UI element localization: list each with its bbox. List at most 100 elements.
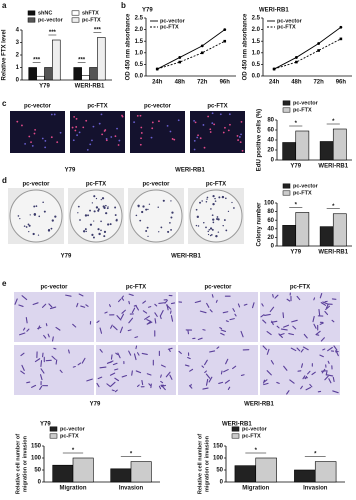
colony	[207, 233, 210, 236]
marker	[178, 56, 182, 59]
cell	[300, 348, 304, 353]
image-label: pc-vector	[142, 182, 170, 188]
cell	[170, 315, 174, 322]
x-tick-label: 48h	[291, 80, 302, 86]
cell	[34, 358, 41, 363]
cell	[279, 333, 285, 336]
micrograph	[190, 111, 245, 153]
legend-label: pc-vector	[293, 100, 319, 106]
cell	[170, 302, 176, 305]
bar	[110, 468, 132, 483]
cell	[283, 365, 288, 371]
cell	[166, 124, 169, 127]
x-tick-label: 72h	[313, 80, 324, 86]
cell	[135, 345, 138, 350]
line	[157, 29, 226, 70]
cell	[220, 332, 225, 336]
group-label: WERI-RB1	[175, 168, 205, 174]
cell	[50, 113, 53, 116]
colony	[212, 218, 215, 221]
colony	[199, 201, 202, 204]
cell	[208, 376, 213, 383]
micrograph	[260, 292, 340, 342]
cell	[289, 379, 295, 384]
colony	[102, 205, 105, 208]
cell	[89, 143, 92, 146]
cell	[283, 324, 290, 328]
y-tick-label: 50	[34, 468, 41, 474]
cell	[114, 135, 117, 138]
cell	[237, 303, 241, 308]
cell	[139, 114, 142, 117]
cell	[319, 354, 324, 358]
cell	[223, 369, 229, 373]
cell	[197, 134, 199, 137]
cell	[105, 139, 108, 142]
cell	[73, 115, 76, 118]
cell	[232, 365, 237, 370]
cell	[154, 318, 157, 324]
cell	[225, 320, 229, 323]
legend-label: pc-FTX	[242, 433, 261, 439]
group-label: WERI-RB1	[171, 254, 201, 260]
colony	[98, 232, 101, 236]
y-axis-label: Colony number	[257, 202, 263, 247]
cell	[160, 380, 164, 384]
cell	[280, 328, 288, 331]
colony	[93, 195, 96, 198]
cell	[97, 376, 103, 380]
legend-label: pc-vector	[160, 18, 186, 24]
cell	[86, 378, 93, 382]
cell	[282, 312, 285, 319]
cell	[137, 384, 140, 388]
micrograph	[8, 188, 64, 244]
image	[96, 292, 176, 342]
cell	[262, 345, 268, 351]
cell	[85, 119, 88, 122]
image-label: pc-vector	[204, 285, 232, 291]
cell	[333, 345, 338, 351]
x-tick-label: WERI-RB1	[318, 164, 348, 170]
colony	[169, 221, 171, 224]
cell	[74, 129, 77, 132]
y-axis-label: Relative cell number of	[15, 434, 21, 494]
marker	[339, 37, 343, 41]
cell	[241, 149, 244, 152]
colony	[89, 223, 93, 226]
cell	[332, 390, 339, 394]
y-axis-label: EdU positive cells (%)	[257, 109, 263, 171]
cell	[34, 128, 37, 131]
cell	[204, 370, 207, 374]
colony	[212, 221, 215, 224]
cell	[33, 132, 36, 135]
cell	[117, 352, 121, 359]
colony	[205, 226, 207, 229]
cell	[302, 346, 309, 351]
micrograph	[96, 292, 176, 342]
cell	[55, 326, 61, 331]
micrograph	[10, 111, 65, 153]
cell	[227, 386, 231, 391]
cell	[238, 136, 241, 138]
cell	[307, 370, 311, 375]
cell	[272, 294, 274, 298]
colony	[107, 223, 110, 226]
y-tick-label: 100	[31, 456, 42, 462]
cell	[49, 306, 57, 310]
colony	[32, 232, 35, 236]
cell	[177, 119, 180, 122]
bar	[73, 67, 82, 81]
cell	[121, 297, 125, 301]
bar	[89, 67, 98, 81]
y-tick-label: 50	[216, 468, 223, 474]
significance-label: *	[72, 448, 75, 454]
group-label: Y79	[90, 402, 101, 408]
cell	[311, 371, 316, 376]
colony	[142, 205, 145, 208]
cell	[121, 114, 123, 117]
cell	[261, 303, 264, 307]
colony	[209, 234, 212, 237]
cell	[227, 129, 230, 132]
cell	[96, 382, 100, 388]
cell	[332, 376, 335, 382]
